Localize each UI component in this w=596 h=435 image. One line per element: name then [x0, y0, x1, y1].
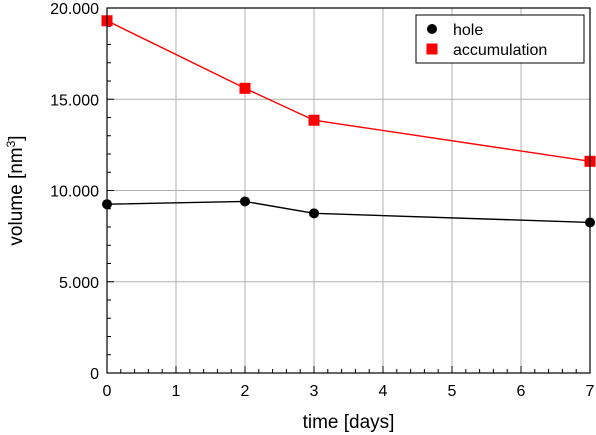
x-tick-label: 7	[586, 383, 595, 400]
y-axis-label-close: ]	[6, 135, 27, 140]
x-tick-label: 4	[379, 383, 388, 400]
legend: hole accumulation	[415, 14, 585, 64]
legend-marker	[426, 43, 438, 55]
x-tick-label: 5	[448, 383, 457, 400]
data-point	[309, 208, 319, 219]
legend-label: hole	[453, 22, 483, 39]
tick-labels: 0 1 2 3 4 5 6 7 0 5.000 10.000 15.000 20.000	[50, 1, 594, 400]
data-point	[240, 196, 250, 207]
data-point	[239, 82, 251, 94]
data-point	[308, 114, 320, 126]
series-line	[106, 20, 591, 162]
x-tick-label: 0	[103, 383, 112, 400]
y-tick-label: 10.000	[50, 184, 99, 201]
legend-box	[415, 14, 585, 64]
plot-frame	[106, 7, 591, 374]
x-axis-label: time [days]	[303, 412, 395, 433]
legend-label: accumulation	[453, 42, 547, 59]
y-tick-label: 15.000	[50, 92, 99, 109]
y-tick-label: 0	[90, 366, 99, 383]
y-axis-label-superscript: 3	[4, 140, 18, 147]
x-tick-label: 6	[517, 383, 526, 400]
series-line	[106, 200, 591, 224]
y-axis-label: volume [nm3]	[4, 135, 27, 245]
x-tick-label: 1	[172, 383, 181, 400]
y-tick-label: 20.000	[50, 1, 99, 18]
x-tick-label: 2	[241, 383, 250, 400]
legend-marker	[427, 24, 437, 34]
y-axis-label-main: volume [nm	[6, 147, 27, 245]
x-tick-label: 3	[310, 383, 319, 400]
y-tick-label: 5.000	[59, 275, 99, 292]
